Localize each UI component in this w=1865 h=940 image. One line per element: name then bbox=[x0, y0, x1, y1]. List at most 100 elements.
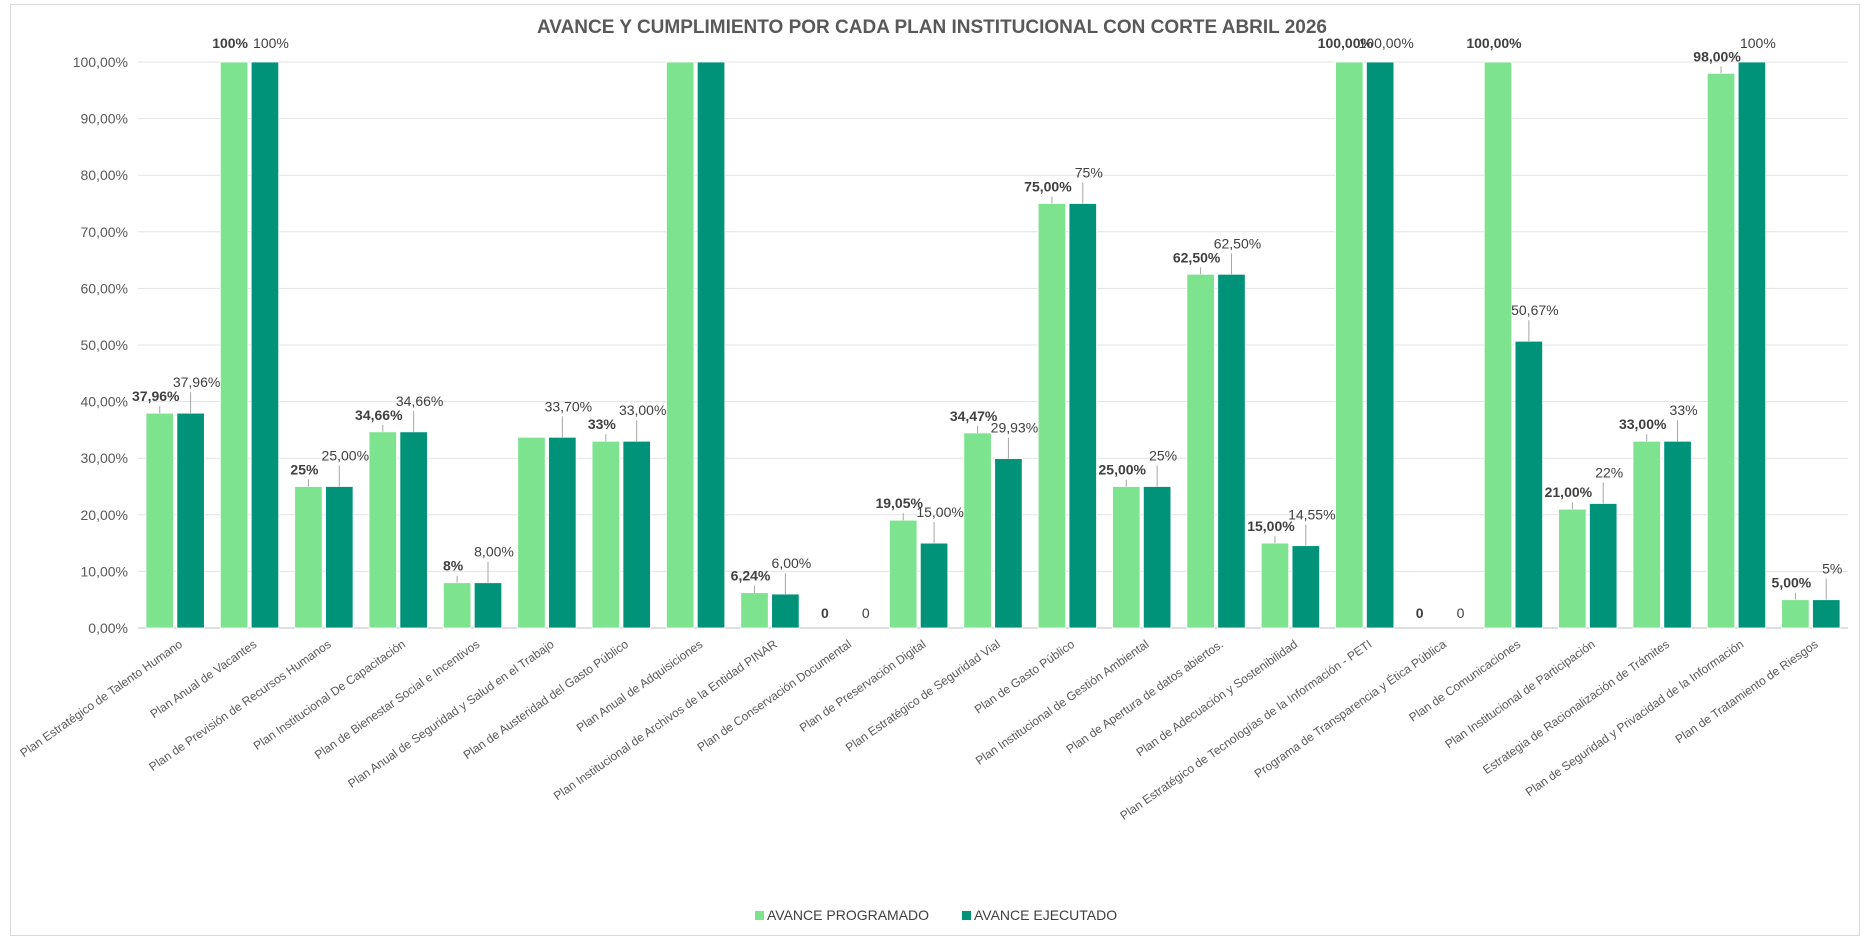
bar-programado bbox=[591, 440, 620, 629]
data-label-ejecutado: 62,50% bbox=[1214, 235, 1261, 251]
bar-programado bbox=[368, 431, 397, 629]
data-label-ejecutado: 37,96% bbox=[173, 374, 220, 390]
category-label: Plan Anual de Adquisiciones bbox=[574, 637, 706, 735]
bar-ejecutado bbox=[1068, 203, 1097, 629]
category-label: Plan Estratégico de Seguridad Vial bbox=[843, 637, 1003, 755]
data-label-programado: 5,00% bbox=[1772, 575, 1812, 591]
data-label-ejecutado: 5% bbox=[1822, 561, 1842, 577]
category-label: Plan Institucional De Capacitación bbox=[251, 637, 408, 753]
data-label-programado: 8% bbox=[443, 558, 464, 574]
bar-programado bbox=[1632, 440, 1661, 629]
data-label-ejecutado: 25,00% bbox=[322, 448, 369, 464]
category-labels-group: Plan Estratégico de Talento Humano Plan A… bbox=[17, 636, 1820, 823]
legend-label-ejecutado: AVANCE EJECUTADO bbox=[974, 907, 1117, 923]
data-label-ejecutado: 75% bbox=[1075, 165, 1103, 181]
bar-programado bbox=[740, 592, 769, 629]
bar-ejecutado bbox=[622, 440, 651, 629]
category-label: Plan de Preservación Digital bbox=[797, 637, 929, 735]
y-tick-label: 20,00% bbox=[81, 507, 128, 523]
legend-swatch-programado bbox=[755, 911, 764, 920]
legend-swatch-ejecutado bbox=[962, 911, 971, 920]
data-label-programado: 34,47% bbox=[950, 408, 998, 424]
data-label-ejecutado: 100% bbox=[1740, 35, 1776, 51]
legend-label-programado: AVANCE PROGRAMADO bbox=[767, 907, 929, 923]
bar-programado bbox=[1186, 273, 1215, 629]
bars-group bbox=[145, 61, 1841, 629]
bar-ejecutado bbox=[1217, 273, 1246, 629]
y-tick-label: 40,00% bbox=[81, 394, 128, 410]
bar-ejecutado bbox=[1291, 545, 1320, 629]
y-tick-label: 10,00% bbox=[81, 563, 128, 579]
y-tick-label: 30,00% bbox=[81, 450, 128, 466]
data-label-programado: 37,96% bbox=[132, 388, 180, 404]
data-label-ejecutado: 33,00% bbox=[619, 402, 666, 418]
bar-programado bbox=[1112, 486, 1141, 629]
data-label-programado: 19,05% bbox=[875, 495, 923, 511]
bar-programado bbox=[517, 436, 546, 629]
legend: AVANCE PROGRAMADO AVANCE EJECUTADO bbox=[755, 907, 1117, 923]
bar-ejecutado bbox=[1812, 599, 1841, 629]
data-label-ejecutado: 34,66% bbox=[396, 393, 443, 409]
bar-ejecutado bbox=[1142, 486, 1172, 629]
data-label-programado: 98,00% bbox=[1693, 48, 1741, 64]
bar-ejecutado bbox=[325, 486, 354, 629]
data-label-ejecutado: 100% bbox=[253, 35, 289, 51]
data-label-programado: 100,00% bbox=[1466, 35, 1522, 51]
y-tick-label: 100,00% bbox=[73, 54, 128, 70]
y-tick-label: 60,00% bbox=[81, 280, 128, 296]
category-label: Plan Institucional de Participación bbox=[1442, 637, 1597, 751]
y-tick-label: 70,00% bbox=[81, 224, 128, 240]
bar-programado bbox=[1706, 72, 1736, 629]
data-label-ejecutado: 8,00% bbox=[474, 544, 514, 560]
category-label: Plan de Conservación Documental bbox=[695, 637, 854, 754]
bar-programado bbox=[666, 61, 695, 629]
chart-title: AVANCE Y CUMPLIMIENTO POR CADA PLAN INST… bbox=[537, 17, 1327, 38]
bar-ejecutado bbox=[1737, 61, 1767, 629]
bar-programado bbox=[963, 432, 992, 629]
bar-ejecutado bbox=[399, 431, 428, 629]
data-label-programado: 33% bbox=[588, 416, 617, 432]
data-label-ejecutado: 33,70% bbox=[545, 398, 592, 414]
data-label-ejecutado: 22% bbox=[1595, 464, 1623, 480]
bar-ejecutado bbox=[994, 458, 1023, 629]
bar-programado bbox=[1483, 61, 1513, 629]
bar-ejecutado bbox=[473, 582, 503, 629]
data-label-ejecutado: 50,67% bbox=[1511, 302, 1558, 318]
data-label-ejecutado: 0 bbox=[862, 605, 870, 621]
data-label-programado: 0 bbox=[821, 605, 829, 621]
y-axis-ticks: 0,00% 10,00% 20,00% 30,00% 40,00% 50,00% 60,00… bbox=[73, 54, 128, 636]
bar-ejecutado bbox=[696, 61, 726, 629]
data-label-programado: 25,00% bbox=[1099, 462, 1147, 478]
y-tick-label: 90,00% bbox=[81, 111, 128, 127]
data-label-programado: 75,00% bbox=[1024, 179, 1072, 195]
data-label-programado: 15,00% bbox=[1247, 518, 1295, 534]
y-tick-label: 80,00% bbox=[81, 167, 128, 183]
bar-ejecutado bbox=[250, 61, 280, 629]
data-label-programado: 21,00% bbox=[1545, 484, 1593, 500]
category-label: Plan de Tratamiento de Riesgos bbox=[1673, 637, 1821, 746]
data-label-ejecutado: 33% bbox=[1670, 402, 1698, 418]
bar-ejecutado bbox=[176, 412, 205, 629]
y-tick-label: 50,00% bbox=[81, 337, 128, 353]
category-label: Plan Estratégico de Talento Humano bbox=[17, 637, 185, 760]
data-label-ejecutado: 100,00% bbox=[1359, 35, 1414, 51]
bar-programado bbox=[1037, 203, 1067, 629]
data-label-programado: 34,66% bbox=[355, 407, 403, 423]
bar-programado bbox=[889, 519, 918, 629]
bar-programado bbox=[442, 582, 472, 629]
bar-programado bbox=[1260, 542, 1290, 629]
chart-frame bbox=[10, 4, 1860, 936]
y-tick-label: 0,00% bbox=[88, 620, 128, 636]
bar-programado bbox=[1781, 599, 1810, 629]
bar-ejecutado bbox=[1514, 340, 1544, 629]
data-label-programado: 100,00% bbox=[1318, 35, 1374, 51]
data-label-programado: 62,50% bbox=[1173, 249, 1221, 265]
category-label: Plan Estratégico de Tecnologías de la In… bbox=[1117, 637, 1374, 823]
bar-ejecutado bbox=[771, 593, 800, 629]
bar-ejecutado bbox=[919, 542, 949, 629]
data-label-programado: 100% bbox=[212, 35, 248, 51]
data-label-ejecutado: 14,55% bbox=[1288, 507, 1335, 523]
data-label-ejecutado: 25% bbox=[1149, 448, 1177, 464]
data-label-programado: 6,24% bbox=[731, 568, 771, 584]
